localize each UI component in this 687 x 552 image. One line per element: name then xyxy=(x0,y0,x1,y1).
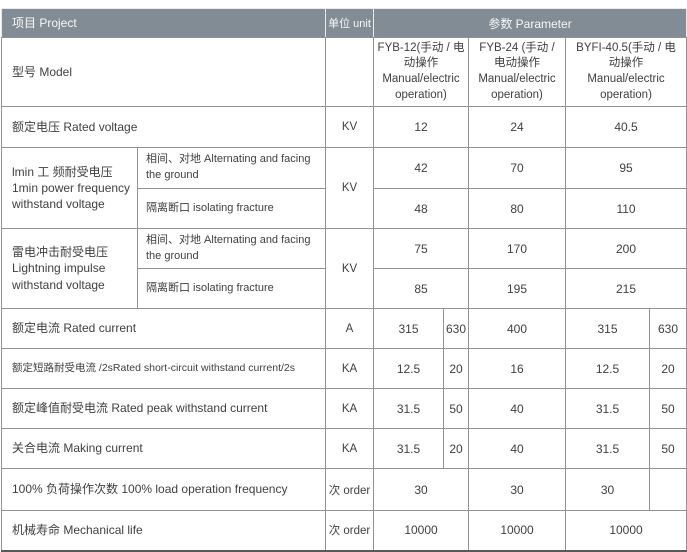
model-row: 型号 Model FYB-12(手动 / 电动操作 Manual/electri… xyxy=(1,37,687,107)
short-circuit-label: 额定短路耐受电流 /2sRated short-circuit withstan… xyxy=(1,348,326,389)
rated-voltage-label: 额定电压 Rated voltage xyxy=(1,106,326,148)
rated-current-fyb24: 400 xyxy=(468,308,566,349)
rated-voltage-fyb24: 24 xyxy=(468,106,566,148)
col-header-project: 项目 Project xyxy=(1,8,326,38)
rated-voltage-byfi405: 40.5 xyxy=(564,106,687,148)
making-current-fyb12-a: 31.5 xyxy=(373,428,444,469)
li-isolating-fyb24: 195 xyxy=(468,268,566,309)
pf-phase-ground-fyb24: 70 xyxy=(468,147,566,189)
power-frequency-label: lmin 工 频耐受电压 1min power frequency withst… xyxy=(1,147,138,229)
li-isolating-fyb12: 85 xyxy=(373,268,469,309)
pf-phase-ground-fyb12: 42 xyxy=(373,147,469,189)
mechanical-life-unit: 次 order xyxy=(325,510,374,551)
peak-withstand-byfi405-a: 31.5 xyxy=(565,388,650,429)
power-frequency-phase-ground-row: lmin 工 频耐受电压 1min power frequency withst… xyxy=(1,147,687,229)
model-label: 型号 Model xyxy=(1,37,326,107)
peak-withstand-fyb24: 40 xyxy=(468,388,566,429)
pf-phase-ground-byfi405: 95 xyxy=(564,147,687,189)
specification-table: 项目 Project 单位 unit 参数 Parameter 型号 Model… xyxy=(1,8,687,552)
rated-current-byfi405-a: 315 xyxy=(565,308,650,349)
short-circuit-unit: KA xyxy=(325,348,374,389)
lightning-phase-ground-label: 相间、对地 Alternating and facing the ground xyxy=(137,228,326,269)
load-operation-byfi405-empty xyxy=(648,468,687,511)
peak-withstand-row: 额定峰值耐受电流 Rated peak withstand current KA… xyxy=(1,388,687,429)
lightning-phase-ground-row: 雷电冲击耐受电压 Lightning impulse withstand vol… xyxy=(1,228,687,309)
lightning-label: 雷电冲击耐受电压 Lightning impulse withstand vol… xyxy=(1,228,138,309)
load-operation-label: 100% 负荷操作次数 100% load operation frequenc… xyxy=(1,468,326,511)
load-operation-byfi405: 30 xyxy=(565,468,650,511)
short-circuit-byfi405-b: 20 xyxy=(648,348,687,389)
rated-current-fyb12-b: 630 xyxy=(443,308,469,349)
peak-withstand-fyb12-b: 50 xyxy=(443,388,469,429)
rated-current-byfi405-b: 630 xyxy=(648,308,687,349)
making-current-fyb24: 40 xyxy=(468,428,566,469)
mechanical-life-fyb12: 10000 xyxy=(373,510,469,551)
power-frequency-isolating-label: 隔离断口 isolating fracture xyxy=(137,188,326,229)
lightning-isolating-label: 隔离断口 isolating fracture xyxy=(137,268,326,309)
table-header-row: 项目 Project 单位 unit 参数 Parameter xyxy=(1,8,687,38)
making-current-row: 关合电流 Making current KA 31.5 20 40 31.5 5… xyxy=(1,428,687,469)
short-circuit-fyb12-b: 20 xyxy=(443,348,469,389)
making-current-fyb12-b: 20 xyxy=(443,428,469,469)
model-unit-empty-cell xyxy=(325,37,374,107)
short-circuit-fyb24: 16 xyxy=(468,348,566,389)
power-frequency-unit: KV xyxy=(325,147,374,229)
rated-current-label: 额定电流 Rated current xyxy=(1,308,326,349)
lightning-isolating-row: 隔离断口 isolating fracture 85 195 215 xyxy=(2,268,687,309)
peak-withstand-label: 额定峰值耐受电流 Rated peak withstand current xyxy=(1,388,326,429)
li-phase-ground-fyb12: 75 xyxy=(373,228,469,269)
load-operation-unit: 次 order xyxy=(325,468,374,511)
lightning-unit: KV xyxy=(325,228,374,309)
pf-isolating-fyb24: 80 xyxy=(468,188,566,229)
rated-current-fyb12-a: 315 xyxy=(373,308,444,349)
col-header-unit: 单位 unit xyxy=(325,8,374,38)
making-current-unit: KA xyxy=(325,428,374,469)
short-circuit-row: 额定短路耐受电流 /2sRated short-circuit withstan… xyxy=(1,348,687,389)
peak-withstand-byfi405-b: 50 xyxy=(648,388,687,429)
pf-isolating-byfi405: 110 xyxy=(564,188,687,229)
load-operation-row: 100% 负荷操作次数 100% load operation frequenc… xyxy=(1,468,687,511)
power-frequency-isolating-row: 隔离断口 isolating fracture 48 80 110 xyxy=(2,188,687,229)
short-circuit-byfi405-a: 12.5 xyxy=(565,348,650,389)
model-byfi405: BYFI-40.5(手动 / 电 动操作 Manual/electric ope… xyxy=(564,37,687,107)
li-isolating-byfi405: 215 xyxy=(564,268,687,309)
mechanical-life-byfi405: 10000 xyxy=(564,510,687,551)
model-fyb12: FYB-12(手动 / 电动操作 Manual/electric operati… xyxy=(373,37,469,107)
making-current-byfi405-b: 50 xyxy=(648,428,687,469)
making-current-byfi405-a: 31.5 xyxy=(565,428,650,469)
mechanical-life-label: 机械寿命 Mechanical life xyxy=(1,510,326,551)
col-header-parameter: 参数 Parameter xyxy=(372,8,687,38)
mechanical-life-fyb24: 10000 xyxy=(468,510,566,551)
model-fyb24: FYB-24 (手动 / 电动操作 Manual/electric operat… xyxy=(468,37,566,107)
rated-voltage-fyb12: 12 xyxy=(373,106,469,148)
li-phase-ground-fyb24: 170 xyxy=(468,228,566,269)
li-phase-ground-byfi405: 200 xyxy=(564,228,687,269)
load-operation-fyb12: 30 xyxy=(373,468,469,511)
rated-voltage-unit: KV xyxy=(325,106,374,148)
mechanical-life-row: 机械寿命 Mechanical life 次 order 10000 10000… xyxy=(1,510,687,551)
pf-isolating-fyb12: 48 xyxy=(373,188,469,229)
power-frequency-phase-ground-label: 相间、对地 Alternating and facing the ground xyxy=(137,147,326,189)
peak-withstand-unit: KA xyxy=(325,388,374,429)
short-circuit-fyb12-a: 12.5 xyxy=(373,348,444,389)
load-operation-fyb24: 30 xyxy=(468,468,566,511)
peak-withstand-fyb12-a: 31.5 xyxy=(373,388,444,429)
rated-voltage-row: 额定电压 Rated voltage KV 12 24 40.5 xyxy=(1,106,687,148)
rated-current-row: 额定电流 Rated current A 315 630 400 315 630 xyxy=(1,308,687,349)
rated-current-unit: A xyxy=(325,308,374,349)
making-current-label: 关合电流 Making current xyxy=(1,428,326,469)
